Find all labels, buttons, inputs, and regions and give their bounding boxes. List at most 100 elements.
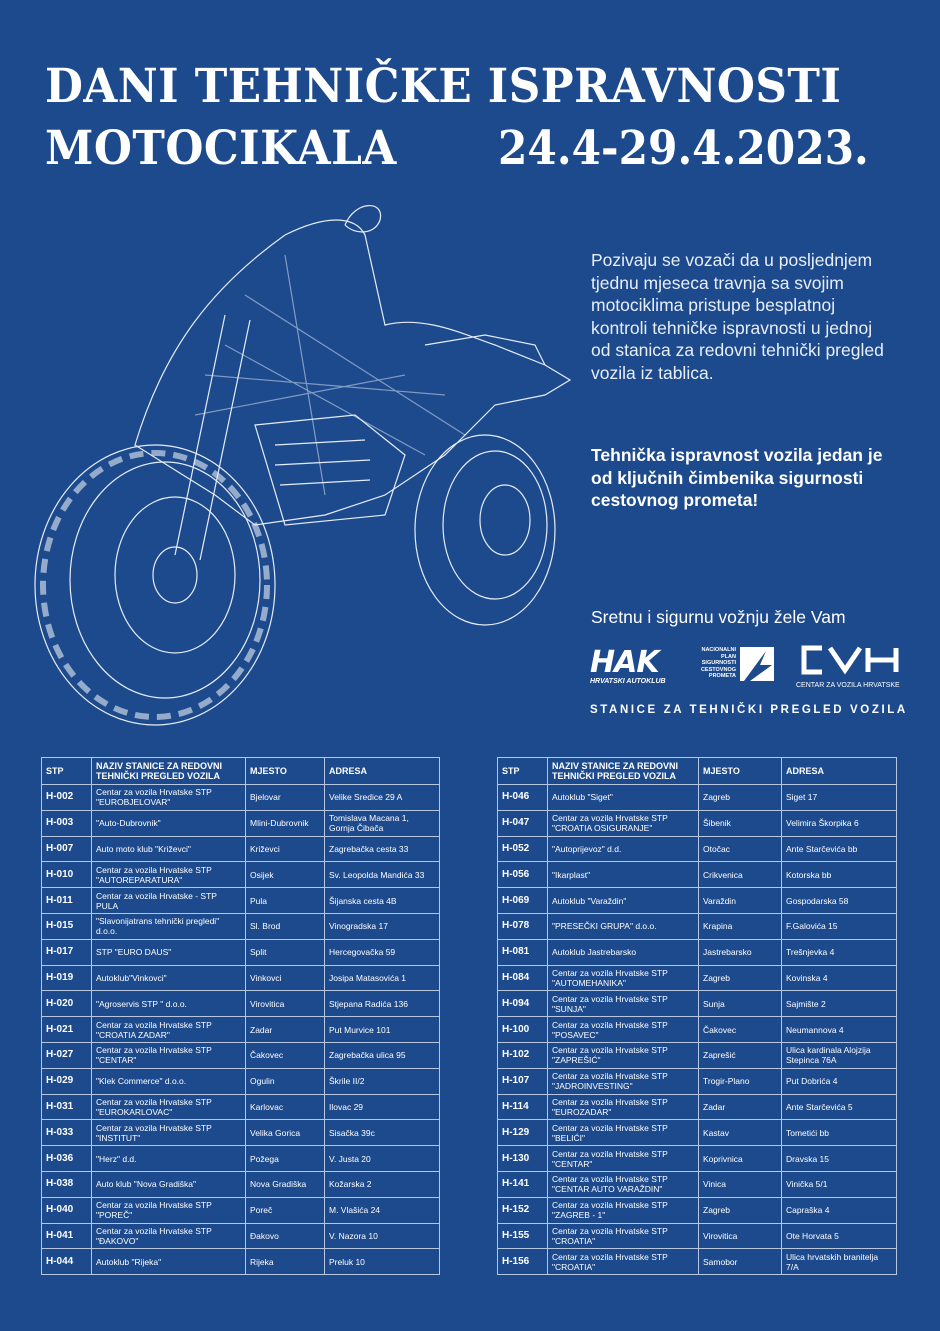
station-address: Vinička 5/1 — [781, 1170, 897, 1198]
station-place: Rijeka — [245, 1248, 325, 1276]
station-name: Centar za vozila Hrvatske STP "CROATIA" — [547, 1248, 699, 1276]
station-code: H-007 — [41, 835, 92, 863]
station-name: Auto klub "Nova Gradiška" — [91, 1170, 246, 1198]
station-code: H-040 — [41, 1196, 92, 1224]
station-code: H-102 — [497, 1041, 548, 1069]
station-place: Otočac — [698, 835, 782, 863]
station-address: Put Murvice 101 — [324, 1016, 440, 1043]
station-name: "Autoprijevoz" d.d. — [547, 835, 699, 863]
station-name: Auto moto klub "Križevci" — [91, 835, 246, 863]
table-row: H-015 "Slavonijatrans tehnički pregledi" … — [41, 912, 440, 940]
station-code: H-141 — [497, 1170, 548, 1198]
station-name: Autoklub Jastrebarsko — [547, 938, 699, 966]
cvh-logo-subtitle: CENTAR ZA VOZILA HRVATSKE — [796, 682, 900, 689]
station-place: Koprivnica — [698, 1145, 782, 1172]
station-place: Crikvenica — [698, 861, 782, 889]
station-name: "Ikarplast" — [547, 861, 699, 889]
cvh-logo — [801, 645, 899, 675]
npl-logo-text: NACIONALNI PLAN SIGURNOSTI CESTOVNOG PRO… — [700, 647, 736, 679]
fork — [174, 314, 251, 561]
header-stp: STP — [497, 757, 548, 785]
station-address: Capraška 4 — [781, 1196, 897, 1224]
station-address: Josipa Matasovića 1 — [324, 964, 440, 992]
station-address: Tomislava Macana 1, Gornja Čibača — [324, 809, 440, 837]
front-wheel — [34, 444, 276, 726]
station-name: Autoklub"Vinkovci" — [91, 964, 246, 992]
station-place: Sl. Brod — [245, 912, 325, 940]
station-code: H-078 — [497, 912, 548, 940]
station-name: Centar za vozila Hrvatske STP "INSTITUT" — [91, 1119, 246, 1147]
station-place: Pula — [245, 887, 325, 914]
station-name: Centar za vozila Hrvatske STP "ZAGREB - … — [547, 1196, 699, 1224]
station-address: Stjepana Radića 136 — [324, 990, 440, 1018]
station-name: Centar za vozila Hrvatske STP "EUROBJELO… — [91, 784, 246, 811]
station-place: Zagreb — [698, 1196, 782, 1224]
station-code: H-084 — [497, 964, 548, 992]
station-place: Vinica — [698, 1170, 782, 1198]
stations-table-left: STP NAZIV STANICE ZA REDOVNI TEHNIČKI PR… — [41, 757, 440, 1276]
station-name: Centar za vozila Hrvatske STP "CENTAR" — [91, 1041, 246, 1069]
station-address: Hercegovačka 59 — [324, 938, 440, 966]
table-row: H-033 Centar za vozila Hrvatske STP "INST… — [41, 1119, 440, 1147]
station-address: Ote Horvata 5 — [781, 1222, 897, 1250]
station-place: Đakovo — [245, 1222, 325, 1250]
station-address: Škrile II/2 — [324, 1067, 440, 1095]
station-name: "PRESEČKI GRUPA" d.o.o. — [547, 912, 699, 940]
table-row: H-129 Centar za vozila Hrvatske STP "BELI… — [497, 1119, 897, 1147]
station-place: Zaprešić — [698, 1041, 782, 1069]
station-name: Centar za vozila Hrvatske STP "JADROINVE… — [547, 1067, 699, 1095]
header-stp: STP — [41, 757, 92, 785]
station-place: Čakovec — [245, 1041, 325, 1069]
station-address: F.Galovića 15 — [781, 912, 897, 940]
station-place: Samobor — [698, 1248, 782, 1276]
table-row: H-038 Auto klub "Nova Gradiška" Nova Gradi… — [41, 1170, 440, 1198]
header-address: ADRESA — [324, 757, 440, 785]
station-name: Centar za vozila Hrvatske STP "AUTOMEHAN… — [547, 964, 699, 992]
station-address: Šijanska cesta 4B — [324, 887, 440, 914]
station-place: Požega — [245, 1145, 325, 1172]
station-place: Krapina — [698, 912, 782, 940]
station-address: Preluk 10 — [324, 1248, 440, 1276]
station-address: Ante Starčevića 5 — [781, 1093, 897, 1121]
station-code: H-081 — [497, 938, 548, 966]
table-row: H-021 Centar za vozila Hrvatske STP "CROA… — [41, 1016, 440, 1043]
station-place: Nova Gradiška — [245, 1170, 325, 1198]
station-name: Autoklub "Rijeka" — [91, 1248, 246, 1276]
station-code: H-130 — [497, 1145, 548, 1172]
table-row: H-027 Centar za vozila Hrvatske STP "CENT… — [41, 1041, 440, 1069]
station-code: H-027 — [41, 1041, 92, 1069]
station-code: H-017 — [41, 938, 92, 966]
station-place: Zadar — [698, 1093, 782, 1121]
station-code: H-011 — [41, 887, 92, 914]
station-place: Čakovec — [698, 1016, 782, 1043]
seat — [424, 334, 546, 366]
station-address: Sisačka 39c — [324, 1119, 440, 1147]
station-address: Put Dobrića 4 — [781, 1067, 897, 1095]
station-address: Neumannova 4 — [781, 1016, 897, 1043]
station-place: Ogulin — [245, 1067, 325, 1095]
station-code: H-003 — [41, 809, 92, 837]
table-row: H-046 Autoklub "Siget" Zagreb Siget 17 — [497, 784, 897, 811]
station-name: "Auto-Dubrovnik" — [91, 809, 246, 837]
station-code: H-094 — [497, 990, 548, 1018]
station-code: H-152 — [497, 1196, 548, 1224]
table-row: H-069 Autoklub "Varaždin" Varaždin Gospodar… — [497, 887, 897, 914]
station-address: Dravska 15 — [781, 1145, 897, 1172]
station-name: "Herz" d.d. — [91, 1145, 246, 1172]
station-place: Virovitica — [245, 990, 325, 1018]
table-row: H-155 Centar za vozila Hrvatske STP "CROA… — [497, 1222, 897, 1250]
station-name: Autoklub "Varaždin" — [547, 887, 699, 914]
table-row: H-010 Centar za vozila Hrvatske STP "AUTO… — [41, 861, 440, 889]
station-place: Split — [245, 938, 325, 966]
station-address: V. Nazora 10 — [324, 1222, 440, 1250]
table-row: H-011 Centar za vozila Hrvatske - STP PUL… — [41, 887, 440, 914]
station-address: Gospodarska 58 — [781, 887, 897, 914]
station-place: Šibenik — [698, 809, 782, 837]
table-row: H-020 "Agroservis STP " d.o.o. Virovitica S… — [41, 990, 440, 1018]
station-place: Mlini-Dubrovnik — [245, 809, 325, 837]
engine — [254, 414, 406, 526]
station-name: Centar za vozila Hrvatske STP "SUNJA" — [547, 990, 699, 1018]
station-place: Karlovac — [245, 1093, 325, 1121]
table-row: H-152 Centar za vozila Hrvatske STP "ZAGR… — [497, 1196, 897, 1224]
table-row: H-041 Centar za vozila Hrvatske STP "ĐAKO… — [41, 1222, 440, 1250]
